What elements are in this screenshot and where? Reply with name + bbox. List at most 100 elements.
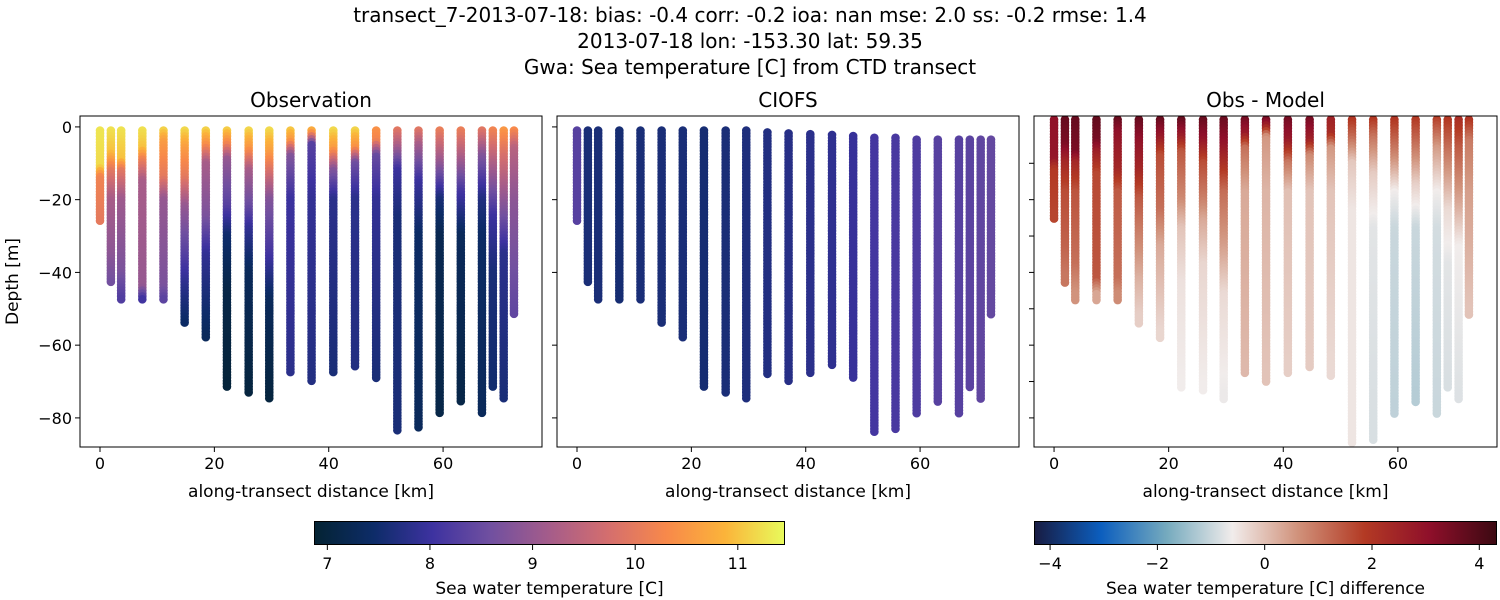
station-profile <box>741 126 751 403</box>
data-point <box>1219 394 1228 404</box>
data-point <box>201 332 211 342</box>
x-tick-label: 20 <box>204 454 224 473</box>
station-profile <box>976 135 985 403</box>
station-profile <box>1155 116 1165 343</box>
data-point <box>583 277 593 287</box>
panel-1: 0 20 40 600−20−40−60−80Observationalong-tra… <box>3 88 543 502</box>
station-profile <box>180 126 189 327</box>
data-point <box>488 382 498 391</box>
data-point <box>414 423 423 432</box>
data-point <box>827 360 837 370</box>
y-tick-label: −20 <box>38 191 72 210</box>
station-profile <box>870 133 879 437</box>
station-profile <box>1261 116 1271 386</box>
data-point <box>138 295 147 304</box>
station-profile <box>1060 116 1070 287</box>
data-point <box>159 295 168 304</box>
data-point <box>393 425 402 435</box>
data-point <box>1283 368 1293 378</box>
y-axis-label: Depth [m] <box>3 238 23 325</box>
data-point <box>1070 295 1080 305</box>
data-point <box>784 376 793 386</box>
station-profile <box>264 126 274 403</box>
data-point <box>1113 295 1122 305</box>
data-point <box>1261 377 1271 386</box>
data-point <box>1305 362 1314 372</box>
axes-frame <box>556 115 1020 448</box>
data-point <box>976 394 985 403</box>
x-axis-label: along-transect distance [km] <box>665 482 911 502</box>
station-profile <box>414 126 423 432</box>
station-profile <box>1198 116 1208 395</box>
data-point <box>106 277 116 287</box>
figure-title-line-3: Gwa: Sea temperature [C] from CTD transe… <box>523 55 977 79</box>
station-profile <box>244 126 253 397</box>
station-profile <box>1134 116 1144 328</box>
data-point <box>435 408 444 418</box>
axes-frame <box>79 115 543 448</box>
data-point <box>222 382 232 391</box>
data-point <box>805 368 815 378</box>
station-profile <box>615 126 624 304</box>
station-profile <box>933 135 943 406</box>
data-points <box>1049 116 1474 447</box>
y-tick-label: −40 <box>38 263 72 282</box>
data-point <box>1049 214 1059 223</box>
station-profile <box>954 135 964 418</box>
panel-title: CIOFS <box>758 88 817 112</box>
x-tick-label: 0 <box>572 454 582 473</box>
station-profile <box>499 126 508 403</box>
station-profile <box>328 126 338 377</box>
data-point <box>509 309 519 319</box>
station-profile <box>1092 116 1101 305</box>
station-profile <box>678 126 688 342</box>
data-point <box>307 376 316 386</box>
data-point <box>328 367 338 377</box>
figure-title-line-1: transect_7-2013-07-18: bias: -0.4 corr: … <box>353 3 1147 27</box>
station-profile <box>784 129 793 386</box>
station-profile <box>1113 116 1122 305</box>
station-profile <box>1283 116 1293 378</box>
station-profile <box>95 126 105 226</box>
station-profile <box>509 126 519 319</box>
station-profile <box>307 126 316 386</box>
station-profile <box>201 126 211 342</box>
station-profile <box>477 126 487 418</box>
data-point <box>848 373 858 382</box>
data-point <box>699 382 709 391</box>
x-tick-label: 0 <box>95 454 105 473</box>
y-tick-label: −80 <box>38 409 72 428</box>
x-tick-label: 60 <box>433 454 453 473</box>
data-point <box>499 393 508 403</box>
data-point <box>1198 385 1208 395</box>
figure-title-line-2: 2013-07-18 lon: -153.30 lat: 59.35 <box>577 29 923 53</box>
x-tick-label: 40 <box>796 454 816 473</box>
station-profile <box>1347 116 1357 447</box>
data-point <box>891 424 900 434</box>
station-profile <box>435 126 444 418</box>
data-points <box>572 126 996 437</box>
data-point <box>678 332 688 342</box>
station-profile <box>456 126 466 406</box>
station-profile <box>1305 116 1314 372</box>
station-profile <box>912 135 921 418</box>
data-point <box>1134 319 1144 328</box>
data-point <box>371 373 381 383</box>
data-point <box>1240 368 1250 378</box>
station-profile <box>488 126 498 391</box>
y-tick-label: 0 <box>62 118 72 137</box>
data-point <box>350 361 360 371</box>
data-point <box>1092 295 1101 305</box>
station-profile <box>891 133 900 434</box>
station-profile <box>721 126 730 397</box>
station-profile <box>159 126 168 304</box>
station-profile <box>1070 116 1080 305</box>
station-profile <box>965 135 975 392</box>
station-profile <box>827 130 837 370</box>
x-tick-label: 20 <box>681 454 701 473</box>
station-profile <box>371 126 381 383</box>
station-profile <box>116 126 126 304</box>
y-tick-label: −60 <box>38 336 72 355</box>
